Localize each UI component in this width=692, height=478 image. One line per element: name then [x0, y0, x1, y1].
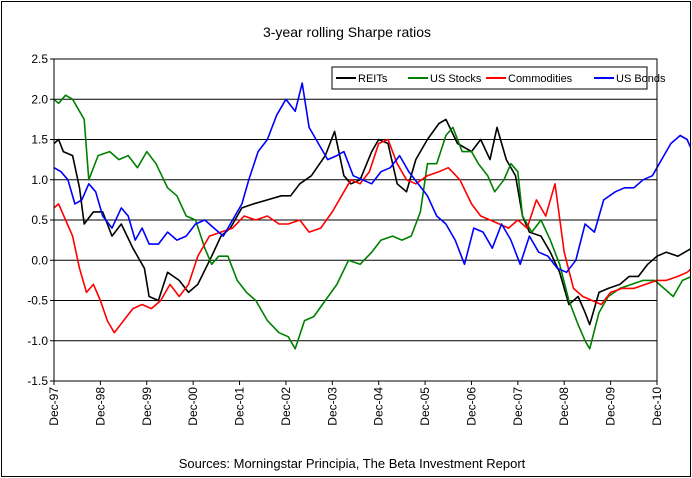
y-tick-label: 2.5: [31, 52, 48, 66]
series-line-us-stocks: [53, 94, 690, 350]
y-tick-label: 2.0: [31, 92, 48, 106]
y-tick-label: 0.5: [31, 213, 48, 227]
y-tick-label: -0.5: [27, 294, 48, 308]
series-line-commodities: [53, 138, 690, 334]
x-tick-label: Dec-06: [464, 387, 478, 426]
series-layer: [53, 82, 690, 350]
x-tick-label: Dec-08: [557, 387, 571, 426]
x-tick-label: Dec-02: [279, 387, 293, 426]
legend-label: US Bonds: [616, 73, 666, 85]
x-tick-label: Dec-01: [233, 387, 247, 426]
legend: REITs US Stocks Commodities US Bonds: [331, 66, 666, 90]
x-tick-label: Dec-97: [47, 387, 61, 426]
y-tick-label: 0.0: [31, 253, 48, 267]
y-tick-label: 1.0: [31, 173, 48, 187]
x-tick-label: Dec-04: [372, 387, 386, 426]
y-tick-label: -1.5: [27, 374, 48, 388]
x-tick-label: Dec-09: [604, 387, 618, 426]
x-tick-label: Dec-98: [93, 387, 107, 426]
x-tick-label: Dec-05: [418, 387, 432, 426]
x-tick-label: Dec-10: [650, 387, 664, 426]
x-tick-label: Dec-99: [140, 387, 154, 426]
x-tick-label: Dec-00: [186, 387, 200, 426]
y-tick-label: -1.0: [27, 334, 48, 348]
gridlines: [54, 98, 657, 342]
series-line-us-bonds: [53, 82, 690, 274]
y-tick-label: 1.5: [31, 133, 48, 147]
legend-label: REITs: [358, 73, 388, 85]
y-axis-labels: 2.5 2.0 1.5 1.0 0.5 0.0 -0.5 -1.0 -1.5: [27, 52, 54, 388]
x-axis-labels: Dec-97 Dec-98 Dec-99 Dec-00 Dec-01 Dec-02 Dec-…: [47, 381, 664, 426]
series-line-reits: [53, 118, 690, 326]
source-note: Sources: Morningstar Principia, The Beta…: [179, 456, 526, 471]
chart-title: 3-year rolling Sharpe ratios: [263, 24, 431, 40]
legend-label: US Stocks: [430, 73, 482, 85]
plot-area-border: [53, 58, 658, 382]
x-tick-label: Dec-03: [325, 387, 339, 426]
x-tick-label: Dec-07: [511, 387, 525, 426]
legend-label: Commodities: [508, 73, 573, 85]
